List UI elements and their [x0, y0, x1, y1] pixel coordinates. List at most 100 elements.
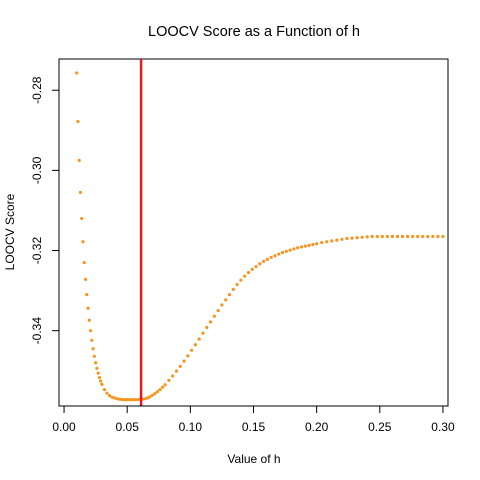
data-point — [97, 375, 102, 380]
data-point — [360, 235, 364, 239]
data-point — [220, 303, 224, 307]
data-point — [205, 325, 209, 330]
data-point — [277, 252, 281, 256]
data-point — [96, 371, 100, 375]
data-point — [91, 347, 95, 351]
data-point — [416, 234, 420, 239]
data-point — [239, 278, 243, 282]
data-point — [110, 395, 114, 399]
data-point — [186, 354, 190, 358]
data-point — [370, 234, 374, 239]
data-point — [216, 309, 220, 313]
data-point — [77, 158, 81, 162]
data-point — [197, 337, 201, 341]
data-point — [100, 382, 104, 386]
data-point — [400, 234, 405, 239]
x-axis: 0.00 0.05 0.10 0.15 0.20 0.25 0.30 — [52, 405, 455, 434]
x-tick-label: 0.00 — [52, 420, 76, 434]
y-axis: -0.34 -0.32 -0.30 -0.28 — [30, 76, 60, 344]
data-point — [325, 240, 329, 244]
data-point — [330, 239, 334, 243]
data-point — [90, 338, 94, 342]
data-point — [178, 364, 182, 368]
data-point — [375, 234, 379, 239]
data-point — [231, 287, 235, 291]
data-point — [212, 314, 216, 318]
data-point — [87, 318, 91, 322]
data-point — [107, 393, 112, 398]
data-point — [112, 396, 117, 400]
y-tick-label: -0.30 — [30, 156, 44, 184]
data-point — [78, 190, 83, 195]
data-point — [150, 393, 155, 397]
data-point — [355, 236, 359, 240]
data-point — [421, 234, 425, 239]
data-point — [115, 397, 119, 401]
data-point — [120, 397, 124, 402]
data-point — [436, 234, 440, 239]
data-point — [365, 235, 369, 239]
data-point — [246, 270, 251, 275]
data-point — [288, 248, 292, 252]
x-tick-label: 0.20 — [305, 420, 329, 434]
data-point — [125, 397, 129, 402]
data-point — [262, 259, 266, 263]
data-point — [158, 387, 162, 392]
data-point — [88, 329, 93, 333]
data-point — [167, 378, 171, 382]
data-point — [227, 293, 232, 297]
data-point — [258, 262, 262, 266]
data-point — [193, 343, 197, 347]
data-point — [83, 277, 88, 281]
y-axis-label: LOOCV Score — [3, 193, 17, 270]
data-point — [315, 242, 319, 246]
data-point — [86, 306, 90, 310]
x-tick-label: 0.10 — [179, 420, 203, 434]
data-point — [345, 236, 349, 241]
data-point — [335, 238, 339, 242]
data-point — [171, 374, 175, 378]
data-point — [75, 71, 79, 75]
data-point — [80, 216, 84, 221]
data-points — [75, 71, 445, 402]
data-point — [340, 237, 344, 241]
data-point — [411, 234, 415, 239]
data-point — [280, 250, 285, 255]
data-point — [273, 254, 277, 258]
y-tick-label: -0.32 — [30, 237, 44, 265]
data-point — [208, 320, 213, 324]
data-point — [284, 249, 288, 253]
data-point — [153, 391, 157, 396]
data-point — [395, 234, 400, 239]
data-point — [118, 397, 122, 401]
data-point — [174, 369, 179, 373]
data-point — [163, 383, 167, 387]
data-point — [235, 282, 239, 287]
data-point — [130, 397, 134, 402]
x-tick-label: 0.25 — [368, 420, 392, 434]
data-point — [102, 387, 107, 392]
data-point — [303, 244, 307, 248]
data-point — [254, 264, 258, 269]
data-point — [92, 354, 96, 358]
data-point — [320, 240, 324, 245]
data-point — [224, 298, 228, 302]
data-point — [99, 379, 103, 383]
data-point — [307, 243, 311, 247]
data-point — [350, 236, 354, 240]
plot-frame — [58, 58, 449, 407]
data-point — [292, 247, 296, 251]
data-point — [385, 234, 389, 239]
data-point — [201, 331, 205, 335]
data-point — [135, 397, 139, 402]
data-point — [311, 242, 315, 247]
data-point — [426, 234, 430, 239]
data-point — [123, 397, 127, 402]
data-point — [145, 396, 150, 400]
y-tick-label: -0.28 — [30, 76, 44, 104]
x-tick-label: 0.05 — [116, 420, 140, 434]
data-point — [85, 293, 89, 297]
x-tick-label: 0.15 — [242, 420, 266, 434]
data-point — [143, 397, 147, 401]
